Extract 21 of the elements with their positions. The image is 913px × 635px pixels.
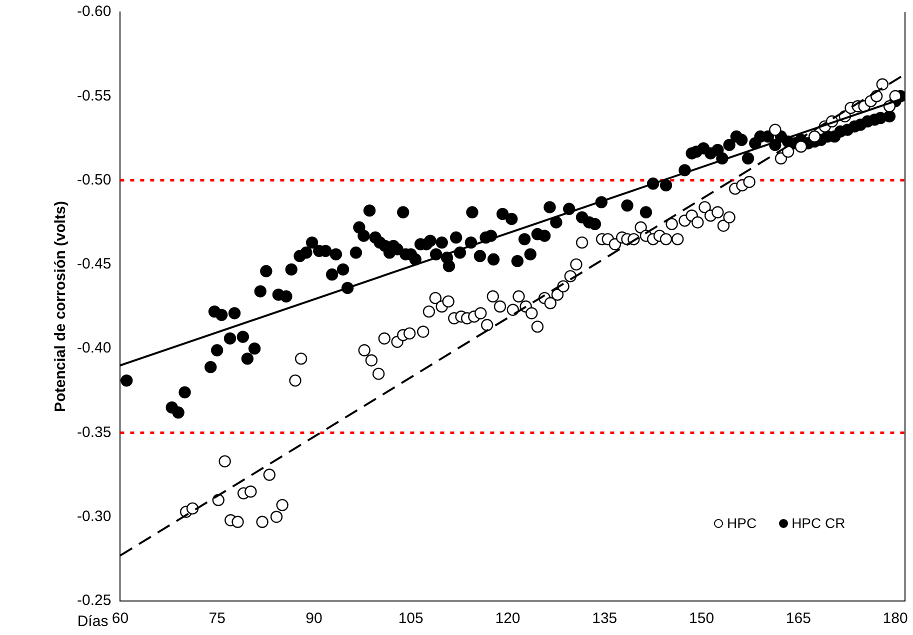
x-tick-label: 105 xyxy=(398,610,424,628)
y-tick-label: -0.55 xyxy=(76,87,112,104)
x-tick-label: 150 xyxy=(689,610,714,628)
y-tick-label: -0.35 xyxy=(76,424,112,441)
y-tick-label: -0.45 xyxy=(76,256,112,273)
y-tick-label: -0.60 xyxy=(76,3,112,20)
x-tick-label: 180 xyxy=(882,610,908,628)
x-tick-label: 120 xyxy=(495,610,520,628)
y-tick-label: -0.50 xyxy=(76,171,112,188)
legend-label: HPC CR xyxy=(792,515,846,531)
x-tick-label: 135 xyxy=(592,610,618,628)
x-tick-label: 90 xyxy=(306,610,322,628)
y-tick-label: -0.40 xyxy=(76,340,112,357)
y-tick-label: -0.30 xyxy=(76,508,112,525)
x-tick-label: 75 xyxy=(208,610,226,628)
y-axis-title: Potencial de corrosión (volts) xyxy=(52,201,70,412)
x-axis-title: Días xyxy=(77,613,108,630)
x-tick-label: 60 xyxy=(112,610,129,628)
legend-label: HPC xyxy=(727,515,757,531)
x-tick-label: 165 xyxy=(786,610,811,628)
y-tick-label: -0.25 xyxy=(76,592,112,610)
